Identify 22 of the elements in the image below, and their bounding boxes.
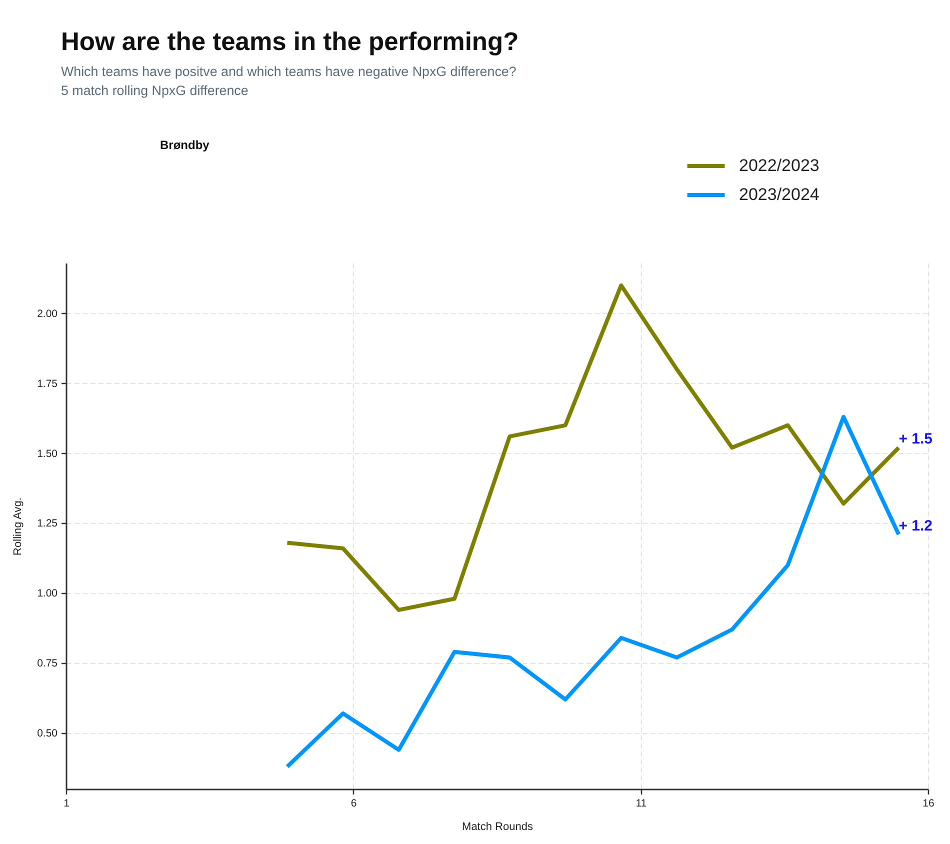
legend-label: 2023/2024 bbox=[739, 185, 820, 204]
chart-title: How are the teams in the performing? bbox=[61, 28, 519, 56]
text: Brøndby bbox=[160, 138, 210, 152]
x-tick-label: 6 bbox=[350, 798, 357, 810]
y-tick-label: 0.50 bbox=[37, 728, 58, 740]
y-tick-label: 1.00 bbox=[37, 588, 58, 600]
y-tick-label: 1.75 bbox=[37, 378, 58, 390]
annotation: + 1.5 bbox=[898, 430, 932, 448]
y-tick-label: 2.00 bbox=[37, 308, 58, 320]
x-axis-title: Match Rounds bbox=[462, 821, 534, 833]
y-axis-title: Rolling Avg. bbox=[12, 498, 24, 556]
y-tick-label: 1.50 bbox=[37, 448, 58, 460]
x-tick-label: 16 bbox=[922, 798, 934, 810]
legend-label: 2022/2023 bbox=[739, 156, 820, 175]
chart-subtitle: Which teams have positve and which teams have negative NpxG difference? 5 match rolling NpxG difference bbox=[61, 64, 516, 98]
line-series bbox=[285, 414, 901, 769]
annotation: + 1.2 bbox=[898, 517, 932, 534]
x-tick-label: 1 bbox=[64, 798, 70, 810]
x-tick-label: 11 bbox=[636, 798, 647, 810]
y-tick-label: 0.75 bbox=[37, 658, 58, 670]
y-tick-label: 1.25 bbox=[37, 518, 58, 530]
line-series bbox=[285, 283, 901, 612]
